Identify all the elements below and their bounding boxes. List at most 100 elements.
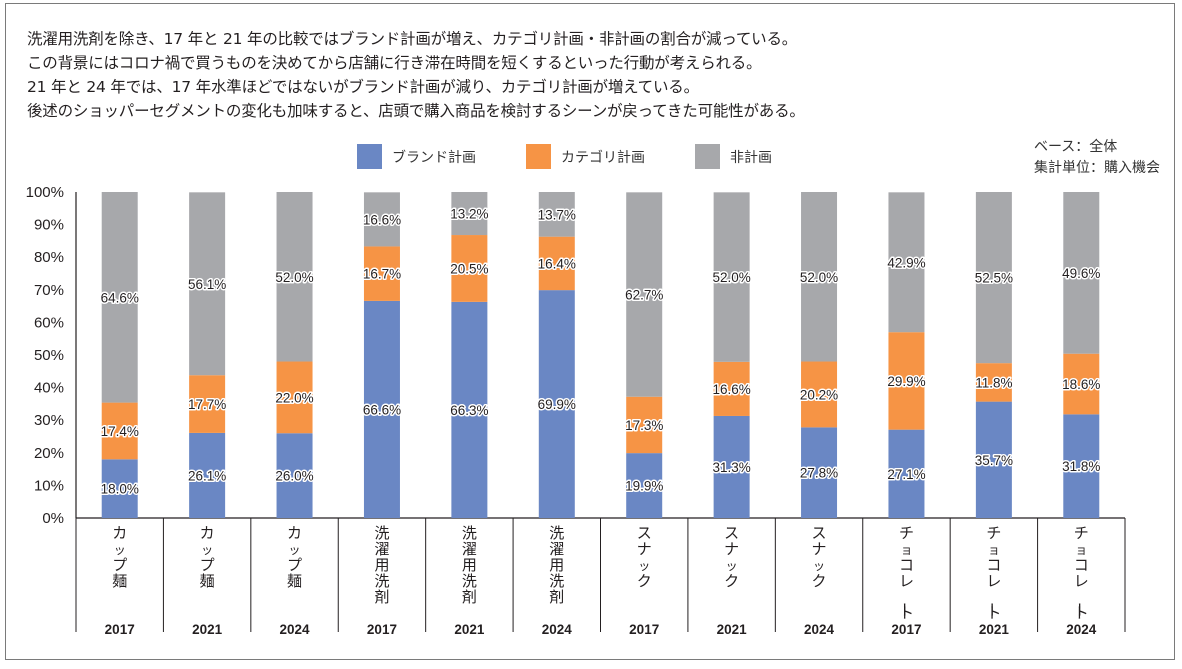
legend-swatch-brand	[357, 144, 382, 169]
data-label-unplanned: 52.0%	[800, 270, 838, 285]
x-year-label: 2017	[367, 622, 397, 637]
bar-segment-brand	[538, 290, 575, 518]
legend-item-unplanned: 非計画	[695, 144, 772, 169]
base-note-unit: 集計単位：購入機会	[1034, 160, 1160, 176]
legend-label-brand: ブランド計画	[392, 149, 476, 166]
x-year-label: 2021	[979, 622, 1010, 637]
bar-segment-brand	[363, 300, 400, 518]
bar-segment-unplanned	[713, 192, 750, 362]
x-category-label: カップ麺	[287, 524, 302, 590]
bar-segment-unplanned	[451, 192, 488, 236]
x-year-label: 2021	[192, 622, 223, 637]
x-year-label: 2024	[804, 622, 835, 637]
data-label-category: 11.8%	[975, 375, 1012, 390]
data-label-unplanned: 52.5%	[975, 271, 1013, 286]
x-category-label: スナック	[724, 524, 739, 590]
data-label-category: 16.4%	[538, 256, 576, 271]
chart-description: 洗濯用洗剤を除き、17 年と 21 年の比較ではブランド計画が増え、カテゴリ計画…	[27, 27, 805, 123]
bar-segment-brand	[713, 415, 750, 518]
data-label-unplanned: 64.6%	[101, 290, 139, 305]
bar-segment-category	[363, 246, 400, 301]
y-tick-label: 0%	[42, 510, 64, 527]
bar-segment-category	[975, 363, 1012, 402]
legend-label-unplanned: 非計画	[730, 149, 772, 166]
y-tick-label: 50%	[34, 347, 64, 364]
bar-segment-category	[1063, 353, 1100, 415]
bar-segment-brand	[451, 301, 488, 518]
bar-segment-brand	[888, 429, 925, 518]
bar-segment-category	[101, 402, 138, 460]
bar-segment-category	[888, 332, 925, 430]
bar-segment-unplanned	[801, 192, 838, 362]
x-year-label: 2024	[280, 622, 311, 637]
data-label-unplanned: 16.6%	[363, 212, 401, 227]
x-category-label: チョコレート	[895, 524, 914, 622]
bar-segment-category	[276, 361, 313, 434]
y-tick-label: 40%	[34, 380, 64, 397]
description-line: 洗濯用洗剤を除き、17 年と 21 年の比較ではブランド計画が増え、カテゴリ計画…	[27, 30, 798, 48]
data-label-brand: 19.9%	[625, 479, 663, 494]
data-label-category: 16.6%	[712, 382, 750, 397]
chart-legend: ブランド計画 カテゴリ計画 非計画	[357, 144, 822, 169]
bar-segment-unplanned	[276, 192, 313, 362]
data-label-brand: 18.0%	[101, 482, 139, 497]
x-category-label: カップ麺	[200, 524, 215, 590]
bar-segment-unplanned	[626, 192, 663, 397]
x-category-label: チョコレート	[982, 524, 1001, 622]
x-category-label: 洗濯用洗剤	[462, 524, 477, 606]
x-category-label: スナック	[812, 524, 827, 590]
x-year-label: 2024	[1066, 622, 1097, 637]
legend-label-category: カテゴリ計画	[561, 149, 645, 166]
data-label-unplanned: 42.9%	[887, 255, 925, 270]
data-label-category: 17.4%	[101, 424, 139, 439]
y-tick-label: 80%	[34, 249, 64, 266]
y-tick-label: 10%	[34, 477, 64, 494]
bar-segment-category	[538, 236, 575, 291]
x-year-label: 2021	[717, 622, 748, 637]
legend-swatch-unplanned	[695, 144, 720, 169]
data-label-unplanned: 13.7%	[538, 207, 576, 222]
data-label-brand: 31.3%	[712, 460, 750, 475]
data-label-category: 22.0%	[275, 390, 313, 405]
bar-segment-unplanned	[1063, 192, 1100, 354]
bar-segment-brand	[189, 432, 226, 518]
x-category-label: スナック	[637, 524, 652, 590]
data-label-category: 20.5%	[450, 261, 488, 276]
y-tick-label: 90%	[34, 217, 64, 234]
legend-item-category: カテゴリ計画	[526, 144, 645, 169]
data-label-category: 16.7%	[363, 267, 401, 282]
y-tick-label: 30%	[34, 412, 64, 429]
data-label-brand: 27.8%	[800, 466, 838, 481]
bar-segment-unplanned	[363, 192, 400, 247]
data-label-unplanned: 62.7%	[625, 288, 663, 303]
x-year-label: 2017	[105, 622, 135, 637]
x-category-label: 洗濯用洗剤	[549, 524, 564, 606]
bar-segment-category	[801, 361, 838, 428]
data-label-unplanned: 56.1%	[188, 277, 226, 292]
data-label-category: 29.9%	[887, 374, 925, 389]
data-label-brand: 66.3%	[450, 403, 488, 418]
y-tick-label: 100%	[26, 184, 64, 201]
base-note-base: ベース：全体	[1034, 139, 1118, 155]
bar-segment-brand	[626, 453, 663, 518]
data-label-brand: 35.7%	[975, 453, 1013, 468]
bar-segment-unplanned	[888, 192, 925, 333]
x-category-label: 洗濯用洗剤	[374, 524, 389, 606]
data-label-category: 18.6%	[1062, 377, 1100, 392]
data-label-brand: 31.8%	[1062, 459, 1100, 474]
bar-segment-brand	[276, 433, 313, 518]
bar-segment-brand	[801, 427, 838, 518]
bar-segment-category	[713, 361, 750, 416]
data-label-unplanned: 13.2%	[450, 207, 488, 222]
data-label-unplanned: 52.0%	[275, 270, 313, 285]
bar-segment-unplanned	[101, 192, 138, 403]
data-label-brand: 26.0%	[275, 469, 313, 484]
bar-segment-category	[626, 396, 663, 454]
bar-segment-unplanned	[538, 192, 575, 237]
x-category-label: チョコレート	[1070, 524, 1089, 622]
bar-segment-brand	[1063, 414, 1100, 518]
data-label-brand: 27.1%	[887, 467, 925, 482]
description-line: 21 年と 24 年では、17 年水準ほどではないがブランド計画が減り、カテゴリ…	[27, 78, 699, 96]
data-label-category: 20.2%	[800, 387, 838, 402]
